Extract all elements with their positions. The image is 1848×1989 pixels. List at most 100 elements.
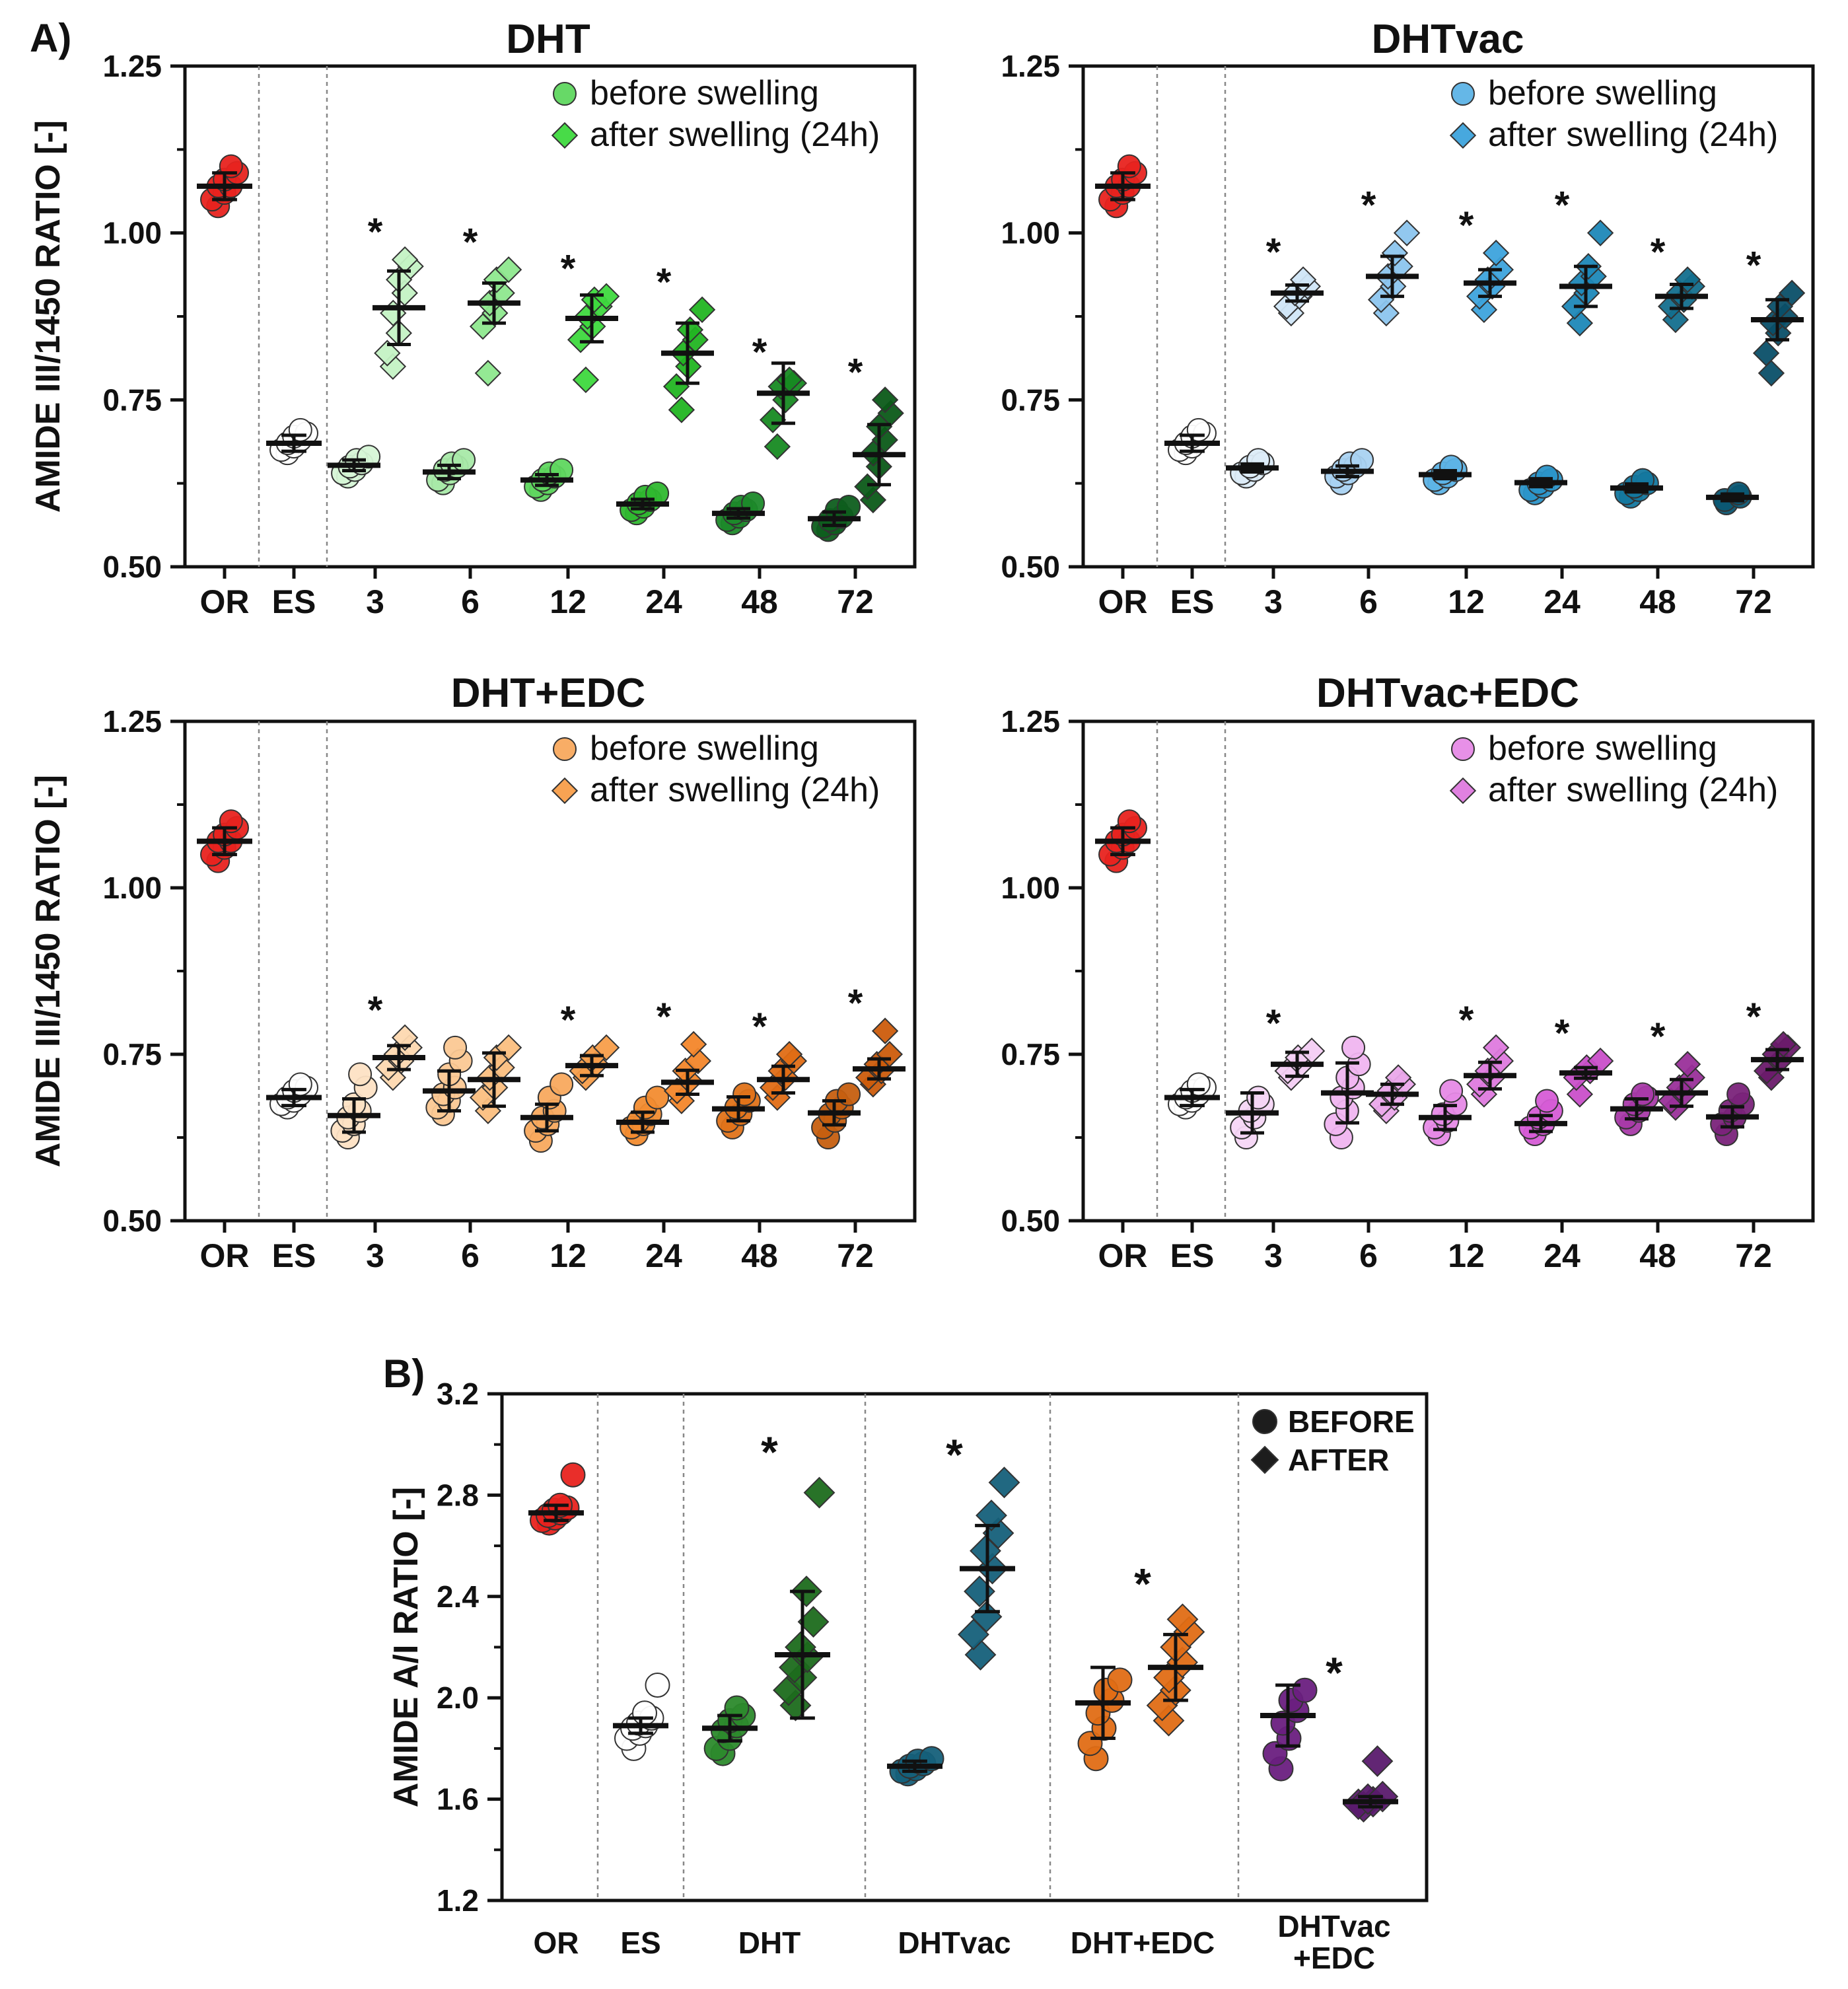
dhtvac-significance-star: * — [1555, 184, 1570, 227]
chart-dhtvacedc: DHTvac+EDC 0.50 0.75 1.00 1.25 OR ES 3 6 12 24 48 72… — [1001, 670, 1815, 1274]
dhtedc-legend-after-marker — [551, 777, 579, 805]
dht-ytick-label: 1.00 — [102, 216, 162, 250]
dht-after-point — [668, 396, 695, 423]
dht-xtick-label: 3 — [366, 583, 384, 620]
dhtvacedc-xtick-label: 6 — [1359, 1237, 1378, 1274]
amide-ai-xtick-label: OR — [534, 1926, 579, 1960]
chart-amide-ai: AMIDE A/I RATIO [-] 1.2 1.6 2.0 2.4 2.8 3.2 OR E… — [387, 1377, 1429, 1975]
dhtvacedc-before-point — [1631, 1082, 1655, 1106]
dht-significance-star: * — [848, 351, 863, 394]
dht-ytick-label: 0.75 — [102, 382, 162, 417]
amide-ai-point — [724, 1695, 750, 1721]
amide-ai-significance-star: * — [946, 1430, 963, 1479]
dhtedc-after-point — [871, 1017, 899, 1044]
dhtedc-before-point — [443, 1035, 468, 1060]
amide-ai-xtick-label-line: +EDC — [1293, 1941, 1375, 1975]
dht-xtick-label: ES — [272, 583, 316, 620]
amide-ai-legend-before-label: BEFORE — [1288, 1404, 1415, 1439]
dhtvac-xtick-label: OR — [1098, 583, 1148, 620]
dhtvacedc-significance-star: * — [1651, 1015, 1666, 1058]
amide-ai-xtick-label: DHT — [738, 1926, 801, 1960]
dht-xtick-label: 6 — [461, 583, 480, 620]
dht-significance-star: * — [368, 211, 383, 254]
dhtvac-after-point — [1586, 219, 1614, 246]
amide-ai-point — [976, 1500, 1007, 1531]
dht-significance-star: * — [463, 221, 478, 264]
dhtvac-legend-before-marker — [1451, 82, 1475, 106]
dhtvacedc-legend-before-label: before swelling — [1488, 729, 1717, 768]
dht-title: DHT — [506, 17, 590, 62]
dhtvacedc-xtick-label: 24 — [1544, 1237, 1581, 1274]
dhtvac-ytick-label: 1.25 — [1001, 49, 1060, 83]
amide-ai-point — [964, 1639, 997, 1671]
dhtvacedc-xtick-label: 12 — [1448, 1237, 1485, 1274]
dhtvac-xtick-label: 72 — [1735, 583, 1772, 620]
amide-ai-legend-before-marker — [1252, 1409, 1277, 1434]
dhtvac-significance-star: * — [1361, 184, 1376, 227]
dhtvacedc-before-point — [1246, 1085, 1271, 1110]
dhtedc-xtick-label: OR — [200, 1237, 250, 1274]
dhtvac-after-point — [1381, 239, 1409, 267]
dhtvacedc-xtick-label: 72 — [1735, 1237, 1772, 1274]
dht-significance-star: * — [657, 261, 672, 304]
dht-after-point — [764, 433, 791, 460]
dhtedc-before-point — [550, 1072, 574, 1097]
dhtedc-legend-before-marker — [553, 737, 577, 761]
dhtvac-significance-star: * — [1459, 204, 1474, 247]
dhtvacedc-significance-star: * — [1459, 999, 1474, 1042]
dhtedc-ytick-label: 0.75 — [102, 1037, 162, 1071]
amide-ai-ytick-label: 3.2 — [437, 1377, 479, 1411]
dht-significance-star: * — [752, 331, 767, 374]
dhtedc-after-point — [391, 1024, 419, 1051]
amide-ai-xtick-label-line: DHTvac — [1277, 1909, 1390, 1943]
dht-xtick-label: OR — [200, 583, 250, 620]
dht-legend-before-label: before swelling — [590, 74, 819, 112]
amide-ai-point — [988, 1466, 1020, 1499]
dhtvacedc-ytick-label: 1.00 — [1001, 871, 1060, 905]
dhtedc-ytick-label: 1.25 — [102, 704, 162, 739]
dht-before-point — [837, 495, 861, 519]
dhtvac-before-point — [1350, 448, 1374, 472]
dht-after-point — [759, 406, 787, 433]
dhtvacedc-xtick-label: ES — [1170, 1237, 1215, 1274]
dhtedc-significance-star: * — [561, 999, 576, 1042]
amide-ai-point — [560, 1462, 586, 1488]
dhtedc-ylabel: AMIDE III/1450 RATIO [-] — [29, 775, 67, 1167]
dhtvac-after-point — [1393, 219, 1421, 246]
dhtvac-xtick-label: ES — [1170, 583, 1215, 620]
dhtvacedc-title: DHTvac+EDC — [1316, 670, 1579, 716]
chart-dhtvac: DHTvac 0.50 0.75 1.00 1.25 OR ES 3 6 12 24 48 72 * * * *… — [1001, 17, 1815, 620]
dhtvac-significance-star: * — [1266, 231, 1281, 273]
dht-legend-before-marker — [553, 82, 577, 106]
dhtvac-legend-before-label: before swelling — [1488, 74, 1717, 112]
dht-ytick-label: 0.50 — [102, 550, 162, 584]
amide-ai-point — [1292, 1677, 1318, 1703]
dhtvacedc-before-point — [1341, 1035, 1366, 1060]
amide-ai-significance-star: * — [1326, 1648, 1343, 1697]
dhtedc-ytick-label: 1.00 — [102, 871, 162, 905]
dhtedc-legend-after-label: after swelling (24h) — [590, 771, 880, 809]
dhtvacedc-significance-star: * — [1746, 995, 1761, 1038]
amide-ai-point — [1107, 1667, 1133, 1693]
dhtvac-xtick-label: 12 — [1448, 583, 1485, 620]
dhtedc-before-point — [348, 1062, 373, 1087]
dhtedc-before-point — [732, 1082, 757, 1106]
dhtedc-xtick-label: 24 — [645, 1237, 682, 1274]
dht-before-point — [645, 481, 670, 505]
dhtvacedc-significance-star: * — [1555, 1012, 1570, 1055]
chart-dht: DHT AMIDE III/1450 RATIO [-] 0.50 0.75 1.00 1… — [29, 17, 917, 620]
dhtvacedc-significance-star: * — [1266, 1002, 1281, 1045]
dhtvac-after-point — [1778, 279, 1806, 307]
dhtvac-xtick-label: 48 — [1639, 583, 1676, 620]
dhtedc-significance-star: * — [848, 982, 863, 1025]
dht-ylabel: AMIDE III/1450 RATIO [-] — [29, 120, 67, 513]
dhtvacedc-legend-after-marker — [1449, 777, 1477, 805]
dhtedc-xtick-label: 48 — [741, 1237, 778, 1274]
dhtvacedc-xtick-label: 3 — [1264, 1237, 1283, 1274]
dht-xtick-label: 48 — [741, 583, 778, 620]
dht-after-point — [854, 473, 881, 500]
dht-legend-after-label: after swelling (24h) — [590, 116, 880, 154]
panel-label-b: B) — [383, 1352, 425, 1396]
dhtvac-ytick-label: 0.50 — [1001, 550, 1060, 584]
dhtvacedc-ytick-label: 0.75 — [1001, 1037, 1060, 1071]
